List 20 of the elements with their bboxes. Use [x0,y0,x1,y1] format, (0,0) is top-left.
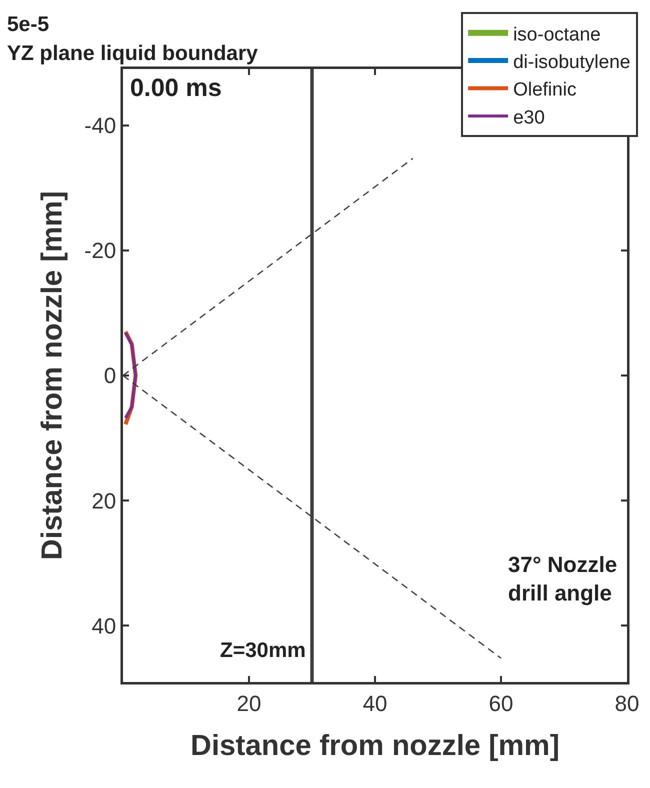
y-axis-title: Distance from nozzle [mm] [36,191,68,560]
chart-subtitle: YZ plane liquid boundary [7,42,258,65]
x-tick-label: 60 [488,690,514,716]
y-tick-label: -40 [84,113,116,138]
ref-line-label: Z=30mm [220,639,306,662]
legend-label: e30 [513,107,545,128]
legend-label: Olefinic [513,80,576,101]
legend-label: iso-octane [513,24,601,46]
x-tick-label: 80 [614,690,640,716]
y-tick-label: -20 [84,238,116,264]
y-tick-label: 20 [92,488,116,514]
x-tick-label: 20 [236,690,262,716]
x-tick-label: 40 [362,690,388,716]
chart-title: 5e-5 [7,13,50,36]
y-tick-label: 0 [104,363,116,388]
annotation: 37° Nozzle drill angle [508,552,618,606]
y-tick-label: 40 [92,613,116,638]
annotation: 0.00 ms [130,74,222,102]
legend-label: di-isobutylene [513,52,630,73]
x-axis-title: Distance from nozzle [mm] [190,730,560,762]
